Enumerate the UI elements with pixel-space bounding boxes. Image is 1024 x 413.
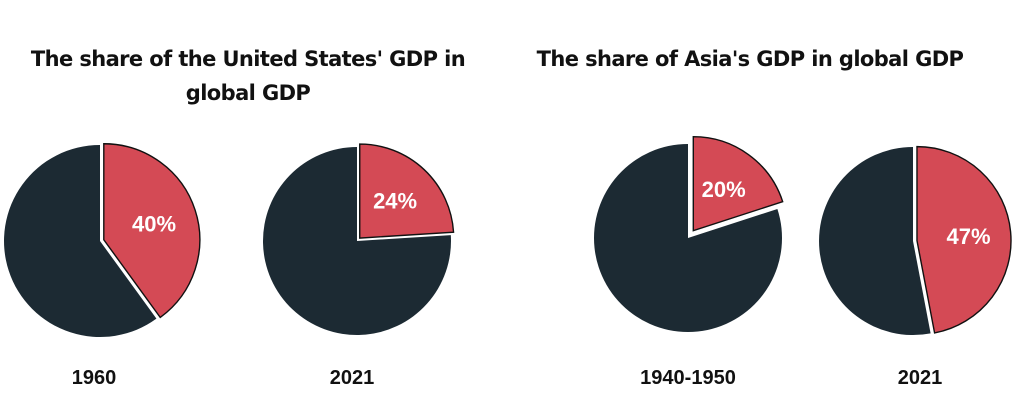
pie-slice-rest	[819, 147, 931, 335]
pie-slice-share	[103, 143, 201, 319]
year-label-asia-2021: 2021	[897, 367, 943, 389]
pie-share-label: 47%	[946, 224, 990, 249]
pie-us-2021: 24%	[262, 143, 455, 336]
pie-share-label: 40%	[132, 211, 176, 236]
pie-slice-rest	[594, 144, 783, 332]
year-label-us-2021: 2021	[329, 367, 375, 389]
asia-chart-title: The share of Asia's GDP in global GDP	[536, 47, 964, 71]
pie-share-label: 24%	[373, 188, 417, 213]
pie-us-1960: 40%	[4, 143, 201, 337]
pie-share-label: 20%	[702, 177, 746, 202]
us-chart-title: The share of the United States' GDP in g…	[30, 47, 466, 105]
pie-asia-1940-1950: 20%	[594, 136, 784, 332]
year-label-us-1960: 1960	[71, 367, 117, 389]
pie-slice-share	[916, 145, 1012, 334]
pie-slice-rest	[262, 147, 451, 336]
pie-slice-share	[692, 136, 784, 232]
pie-slice-rest	[4, 145, 157, 337]
pie-asia-2021: 47%	[819, 145, 1012, 335]
year-label-asia-1940-1950: 1940-1950	[640, 367, 736, 389]
pie-slice-share	[359, 143, 455, 239]
